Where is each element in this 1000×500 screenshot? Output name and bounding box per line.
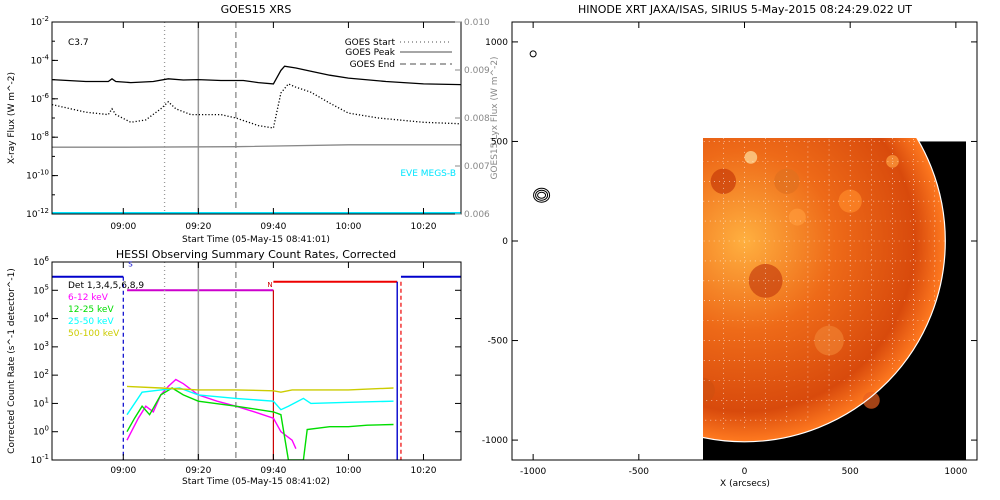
hessi-legend-50-100: 50-100 keV: [68, 329, 120, 339]
goes-ylabel-right: GOES15 Lyx Flux (W m^-2): [490, 56, 500, 179]
goes-series-2: [52, 144, 461, 148]
goes-xtick-label: 09:00: [110, 222, 136, 232]
xrt-ytick-label: -500: [488, 337, 509, 347]
xrt-xtick-label: 500: [842, 467, 859, 477]
xrt-xtick-label: -500: [629, 467, 650, 477]
xrt-xtick-label: 0: [742, 467, 748, 477]
goes-xtick-label: 09:40: [260, 222, 286, 232]
xrt-panel: HINODE XRT JAXA/ISAS, SIRIUS 5-May-2015 …: [482, 3, 978, 489]
hessi-flag-N: N: [267, 281, 272, 289]
hessi-panel: HESSI Observing Summary Count Rates, Cor…: [7, 248, 462, 487]
goes-legend-end: GOES End: [350, 60, 395, 70]
goes-series-1: [52, 83, 461, 129]
hessi-ytick-label: 105: [33, 283, 49, 296]
hessi-legend: Det 1,3,4,5,6,8,9 6-12 keV 12-25 keV 25-…: [68, 281, 144, 339]
goes-ytick-right-label: 0.010: [464, 18, 490, 28]
goes-xtick-label: 10:00: [335, 222, 361, 232]
goes-plot-frame: [51, 21, 462, 215]
hessi-xtick-label: 10:20: [411, 466, 437, 476]
goes-ytick-label: 10-2: [31, 15, 49, 28]
hessi-plot-frame: [51, 261, 462, 461]
xrt-contour-2: [537, 191, 547, 199]
xrt-solar-image: [703, 138, 966, 460]
goes-ytick-label: 10-10: [26, 169, 49, 182]
hessi-ylabel: Corrected Count Rate (s^-1 detector^-1): [7, 268, 17, 454]
xrt-ytick-label: 1000: [485, 38, 508, 48]
xrt-solar-disk: [703, 138, 946, 442]
xrt-xtick-label: 1000: [944, 467, 967, 477]
hessi-ytick-label: 101: [33, 396, 49, 409]
goes-ytick-right-label: 0.006: [464, 210, 490, 220]
xrt-region-1: [788, 208, 806, 226]
goes-xtick-label: 10:20: [411, 222, 437, 232]
goes-legend-start: GOES Start: [345, 38, 396, 48]
xrt-small-contour: [529, 50, 537, 58]
xrt-region-0: [744, 151, 758, 164]
goes-series-0: [52, 65, 461, 86]
goes-eve-label: EVE MEGS-B: [400, 169, 456, 179]
xrt-ytick-label: -1000: [482, 436, 508, 446]
goes-ytick-right-label: 0.008: [464, 114, 490, 124]
goes-ytick-label: 10-4: [31, 53, 50, 66]
xrt-region-4: [748, 263, 783, 298]
hessi-xtick-label: 10:00: [335, 466, 361, 476]
hessi-xlabel: Start Time (05-May-15 08:41:02): [182, 477, 330, 487]
goes-ytick-label: 10-8: [31, 130, 49, 143]
hessi-ytick-label: 104: [33, 312, 49, 325]
goes-ytick-label: 10-6: [31, 92, 50, 105]
xrt-region-2: [710, 168, 737, 194]
xrt-xtick-label: -1000: [520, 467, 546, 477]
hessi-ytick-label: 100: [33, 425, 49, 438]
xrt-region-7: [703, 377, 715, 403]
hessi-title: HESSI Observing Summary Count Rates, Cor…: [116, 248, 396, 261]
goes-legend-peak: GOES Peak: [345, 48, 395, 58]
hessi-series-2: [126, 387, 394, 416]
hessi-legend-25-50: 25-50 keV: [68, 317, 114, 327]
hessi-ytick-label: 102: [33, 368, 49, 381]
hessi-legend-6-12: 6-12 keV: [68, 293, 109, 303]
hessi-legend-12-25: 12-25 keV: [68, 305, 114, 315]
goes-xlabel: Start Time (05-May-15 08:41:01): [182, 235, 330, 245]
goes-ytick-right-label: 0.009: [464, 66, 490, 76]
xrt-xlabel: X (arcsecs): [720, 479, 770, 489]
hessi-series-3: [126, 385, 394, 393]
hessi-flag-S: S: [128, 260, 133, 268]
goes-ytick-label: 10-12: [26, 207, 49, 220]
xrt-region-6: [862, 391, 880, 409]
goes-ylabel: X-ray Flux (W m^-2): [7, 72, 17, 164]
hessi-xtick-label: 09:00: [110, 466, 136, 476]
xrt-limb: [703, 138, 946, 443]
goes-panel: GOES15 XRS 10-12 10-10 10-8 10-6 10-4 10-2 0.0…: [7, 3, 500, 245]
xrt-title: HINODE XRT JAXA/ISAS, SIRIUS 5-May-2015 …: [578, 3, 912, 16]
goes-title: GOES15 XRS: [221, 3, 292, 16]
hessi-ytick-label: 103: [33, 340, 49, 353]
goes-ytick-right-label: 0.007: [464, 162, 490, 172]
xrt-region-5: [838, 189, 862, 213]
goes-legend: GOES Start GOES Peak GOES End: [345, 38, 452, 70]
hessi-detectors: Det 1,3,4,5,6,8,9: [68, 281, 144, 291]
goes-xtick-label: 09:20: [185, 222, 211, 232]
goes-flare-class: C3.7: [68, 38, 89, 48]
hessi-ytick-label: 106: [33, 255, 49, 268]
hessi-xtick-label: 09:40: [260, 466, 286, 476]
hessi-series-1: [126, 387, 394, 460]
hessi-ytick-label: 10-1: [31, 453, 49, 466]
hessi-xtick-label: 09:20: [185, 466, 211, 476]
xrt-ytick-label: 0: [502, 237, 508, 247]
xrt-ytick-label: 500: [491, 137, 508, 147]
xrt-contour-1: [535, 189, 549, 201]
xrt-contour-0: [533, 187, 551, 203]
